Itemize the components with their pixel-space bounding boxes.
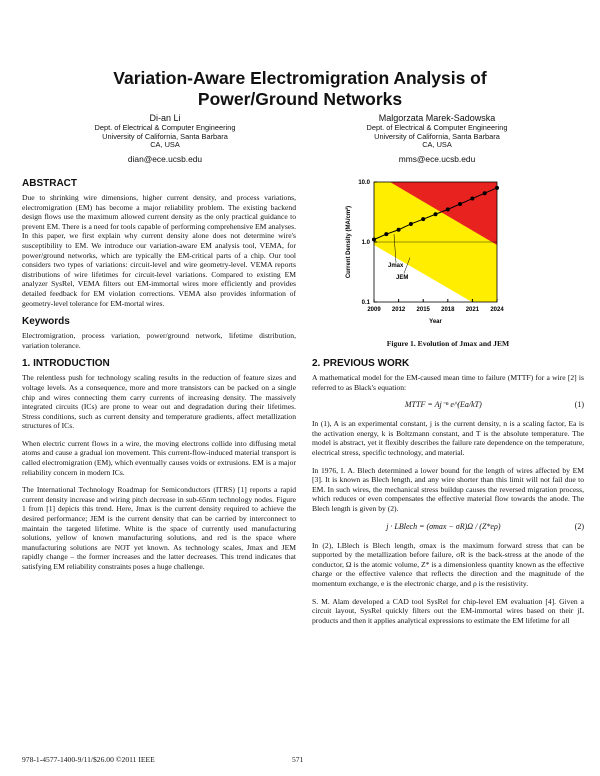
paragraph: A mathematical model for the EM-caused m…: [312, 373, 584, 392]
jmax-point: [470, 196, 475, 201]
right-body: 2. PREVIOUS WORK A mathematical model for…: [312, 358, 584, 625]
equation-row: MTTF = Aj⁻ⁿ e^(Ea/kT) (1): [312, 400, 584, 409]
equation-number: (1): [574, 400, 584, 410]
author-name: Malgorzata Marek-Sadowska: [378, 113, 496, 123]
paragraph: In 1976, I. A. Blech determined a lower …: [312, 465, 584, 513]
y-axis-label: Current Density (MA/cm²): [345, 206, 352, 278]
affiliation: CA, USA: [150, 140, 180, 150]
paragraph: S. M. Alam developed a CAD tool SysRel f…: [312, 596, 584, 625]
author-block: Malgorzata Marek-Sadowska Dept. of Elect…: [307, 113, 567, 165]
affiliation: CA, USA: [422, 140, 452, 150]
x-tick-label: 2024: [490, 307, 504, 313]
paragraph: The International Technology Roadmap for…: [22, 485, 296, 571]
affiliation: Dept. of Electrical & Computer Engineeri…: [94, 123, 236, 132]
title: Variation-Aware Electromigration Analysi…: [113, 68, 487, 109]
x-tick-label: 2012: [392, 307, 406, 313]
jmax-point: [433, 212, 438, 217]
annotation-leader: [393, 234, 397, 263]
left-column: ABSTRACT Due to shrinking wire dimensions…: [22, 172, 296, 580]
figure-caption: Figure 1. Evolution of Jmax and JEM: [386, 339, 510, 348]
page-number: 571: [292, 755, 304, 764]
y-tick-label: 0.1: [362, 300, 371, 306]
paragraph: Electromigration, process variation, pow…: [22, 331, 296, 350]
affiliation: University of California, Santa Barbara: [102, 131, 228, 141]
x-tick-label: 2009: [367, 307, 381, 313]
equation-number: (2): [574, 521, 584, 531]
email: mms@ece.ucsb.edu: [398, 153, 476, 164]
jmax-point: [445, 207, 450, 212]
email: dian@ece.ucsb.edu: [127, 153, 203, 164]
paragraph: The relentless push for technology scali…: [22, 373, 296, 431]
copyright: 978-1-4577-1400-9/11/$26.00 ©2011 IEEE: [22, 755, 155, 764]
author-block: Di-an Li Dept. of Electrical & Computer …: [35, 113, 295, 165]
section-heading: Keywords: [22, 316, 70, 328]
affiliation: University of California, Santa Barbara: [374, 131, 500, 141]
author-name: Di-an Li: [149, 113, 181, 123]
equation-row: j · LBlech = (σmax − σR)Ω / (Z*eρ) (2): [312, 522, 584, 531]
right-column: 0.1 1.0 10.0 2009 2012 2015 2018 2021 2024 Year Cu…: [312, 172, 584, 633]
paragraph: Due to shrinking wire dimensions, higher…: [22, 193, 296, 308]
x-tick-label: 2018: [441, 307, 455, 313]
jmax-point: [408, 221, 413, 226]
y-tick-label: 10.0: [358, 180, 370, 186]
paragraph: When electric current flows in a wire, t…: [22, 438, 296, 477]
affiliation: Dept. of Electrical & Computer Engineeri…: [366, 123, 508, 132]
equation: j · LBlech = (σmax − σR)Ω / (Z*eρ): [386, 521, 501, 531]
jmax-point: [396, 227, 401, 232]
jmax-point: [482, 191, 487, 196]
boundary-line: [373, 244, 473, 303]
annotation-leader: [403, 257, 411, 274]
section-heading: ABSTRACT: [22, 178, 77, 189]
jem-line: [390, 181, 498, 245]
jem-label: JEM: [396, 275, 408, 281]
figure: 0.1 1.0 10.0 2009 2012 2015 2018 2021 2024 Year Cu…: [345, 180, 504, 325]
y-tick-label: 1.0: [362, 240, 371, 246]
section-heading: 2. PREVIOUS WORK: [312, 358, 410, 369]
x-axis-label: Year: [429, 319, 442, 325]
jmax-point: [421, 217, 426, 222]
section-heading: 1. INTRODUCTION: [22, 358, 110, 370]
equation: MTTF = Aj⁻ⁿ e^(Ea/kT): [404, 400, 482, 410]
jmax-point: [384, 232, 389, 237]
paragraph: In (1), A is an experimental constant, j…: [312, 419, 584, 457]
jmax-label: Jmax: [388, 263, 404, 269]
jmax-point: [458, 201, 463, 206]
x-tick-label: 2015: [417, 307, 431, 313]
paragraph: In (2), LBlech is Blech length, σmax is …: [312, 540, 584, 588]
x-tick-label: 2021: [466, 307, 480, 313]
